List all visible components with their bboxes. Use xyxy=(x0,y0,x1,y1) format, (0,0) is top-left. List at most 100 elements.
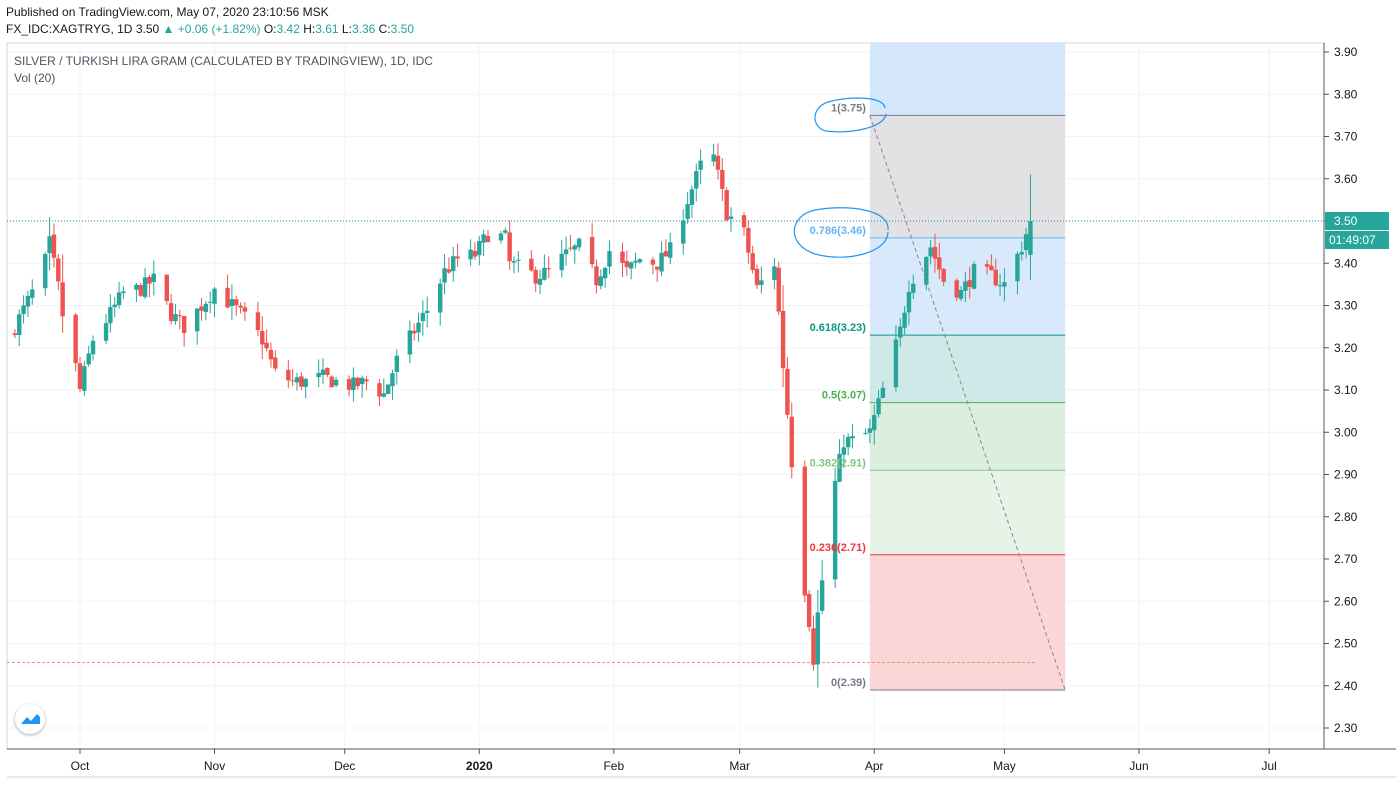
candle[interactable] xyxy=(1023,227,1029,259)
candle[interactable] xyxy=(906,280,912,325)
candle[interactable] xyxy=(234,295,239,317)
candle[interactable] xyxy=(73,313,78,372)
candle[interactable] xyxy=(151,260,156,296)
candle[interactable] xyxy=(203,300,209,321)
candle[interactable] xyxy=(724,187,729,221)
candle[interactable] xyxy=(924,255,929,291)
candle[interactable] xyxy=(971,261,977,290)
candle[interactable] xyxy=(689,185,695,219)
candle[interactable] xyxy=(164,274,169,305)
candle[interactable] xyxy=(659,241,664,277)
candle[interactable] xyxy=(698,149,703,185)
candle[interactable] xyxy=(1019,241,1024,261)
candle[interactable] xyxy=(242,302,248,321)
candle[interactable] xyxy=(60,254,65,333)
candle[interactable] xyxy=(715,143,721,180)
candle[interactable] xyxy=(286,360,291,389)
candle[interactable] xyxy=(789,402,794,479)
candle[interactable] xyxy=(90,335,96,361)
candle[interactable] xyxy=(264,329,269,352)
candle[interactable] xyxy=(359,375,365,398)
candle[interactable] xyxy=(17,309,22,347)
candle[interactable] xyxy=(212,286,217,318)
candle[interactable] xyxy=(1002,268,1007,302)
candle[interactable] xyxy=(750,245,755,274)
candle[interactable] xyxy=(711,143,716,167)
candle[interactable] xyxy=(589,222,595,269)
candle[interactable] xyxy=(147,274,152,298)
candle[interactable] xyxy=(12,329,18,339)
candle[interactable] xyxy=(685,192,690,224)
candle[interactable] xyxy=(385,384,391,395)
candle[interactable] xyxy=(893,325,899,392)
candle[interactable] xyxy=(103,314,109,345)
candle[interactable] xyxy=(911,274,916,300)
candle[interactable] xyxy=(958,285,964,301)
candle[interactable] xyxy=(43,252,48,296)
candle[interactable] xyxy=(867,419,873,444)
candle[interactable] xyxy=(329,375,334,388)
candle[interactable] xyxy=(741,212,747,236)
candle[interactable] xyxy=(837,439,842,483)
candle[interactable] xyxy=(56,253,61,291)
candle[interactable] xyxy=(898,318,903,347)
candle[interactable] xyxy=(438,278,443,326)
candle[interactable] xyxy=(208,291,213,314)
candle[interactable] xyxy=(316,359,321,388)
candle[interactable] xyxy=(928,240,933,265)
candle[interactable] xyxy=(759,266,764,294)
candle[interactable] xyxy=(229,284,235,321)
candle[interactable] xyxy=(1015,251,1020,295)
candle[interactable] xyxy=(663,239,669,257)
candle[interactable] xyxy=(841,434,847,469)
candle[interactable] xyxy=(819,560,825,615)
candle[interactable] xyxy=(25,290,31,317)
candle[interactable] xyxy=(620,242,625,278)
candle[interactable] xyxy=(872,404,877,445)
candle[interactable] xyxy=(503,227,508,235)
candle[interactable] xyxy=(746,220,751,264)
candle[interactable] xyxy=(355,376,360,390)
candle[interactable] xyxy=(420,300,426,336)
candle[interactable] xyxy=(880,381,886,399)
candle[interactable] xyxy=(507,220,512,270)
price-axis[interactable] xyxy=(1324,43,1396,749)
candle[interactable] xyxy=(984,260,990,275)
candle[interactable] xyxy=(624,250,630,277)
candle[interactable] xyxy=(529,249,534,272)
candle[interactable] xyxy=(937,242,942,280)
candle[interactable] xyxy=(333,376,339,388)
candle[interactable] xyxy=(416,312,421,342)
candle[interactable] xyxy=(77,356,83,392)
plot-area[interactable] xyxy=(6,42,1325,750)
annotation-circle[interactable] xyxy=(793,207,889,258)
candle[interactable] xyxy=(516,251,521,273)
candle[interactable] xyxy=(268,342,274,368)
candle[interactable] xyxy=(602,266,608,288)
candle[interactable] xyxy=(325,367,330,377)
candle[interactable] xyxy=(446,257,452,274)
candle[interactable] xyxy=(572,243,577,264)
candle[interactable] xyxy=(390,369,395,400)
candle[interactable] xyxy=(728,207,734,232)
candle[interactable] xyxy=(694,163,699,202)
candle[interactable] xyxy=(537,269,543,295)
candle[interactable] xyxy=(351,367,356,402)
candle[interactable] xyxy=(238,302,243,314)
candle[interactable] xyxy=(941,268,946,287)
candle[interactable] xyxy=(628,261,634,280)
candle[interactable] xyxy=(299,372,304,391)
candle[interactable] xyxy=(51,223,57,268)
candle[interactable] xyxy=(832,467,838,588)
candle[interactable] xyxy=(963,272,968,303)
annotation-circle[interactable] xyxy=(814,97,887,133)
candle[interactable] xyxy=(86,345,91,367)
candle[interactable] xyxy=(255,301,261,337)
candle[interactable] xyxy=(485,230,491,243)
candle[interactable] xyxy=(563,236,569,266)
candle[interactable] xyxy=(225,274,230,309)
candle[interactable] xyxy=(633,252,638,269)
candle[interactable] xyxy=(290,369,295,386)
candle[interactable] xyxy=(650,256,656,275)
